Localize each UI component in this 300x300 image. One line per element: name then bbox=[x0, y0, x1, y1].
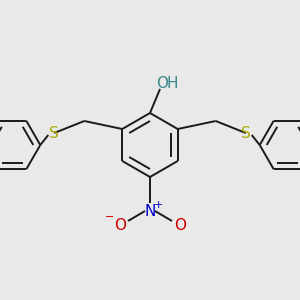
Text: O: O bbox=[114, 218, 126, 232]
Text: N: N bbox=[144, 203, 156, 218]
Text: H: H bbox=[166, 76, 178, 91]
Text: S: S bbox=[241, 125, 250, 140]
Text: +: + bbox=[153, 200, 163, 210]
Text: −: − bbox=[105, 212, 115, 222]
Text: S: S bbox=[50, 125, 59, 140]
Text: O: O bbox=[174, 218, 186, 232]
Text: O: O bbox=[156, 76, 168, 91]
